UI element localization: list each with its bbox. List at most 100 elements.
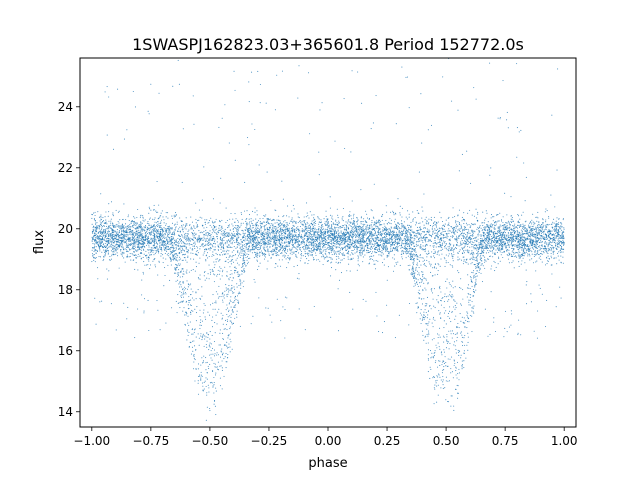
scatter-point [312, 246, 314, 249]
scatter-point [478, 262, 480, 264]
scatter-point [214, 366, 216, 368]
scatter-point [199, 257, 201, 259]
scatter-point [127, 216, 129, 218]
scatter-point [556, 263, 558, 265]
scatter-point [437, 233, 439, 235]
scatter-point [357, 225, 359, 228]
scatter-point [433, 245, 435, 247]
scatter-point [149, 264, 152, 266]
scatter-point [554, 240, 557, 242]
scatter-point [489, 255, 491, 257]
scatter-point [302, 238, 304, 240]
scatter-point [220, 356, 222, 358]
scatter-point [531, 258, 533, 260]
scatter-point [483, 250, 485, 252]
scatter-point [335, 235, 337, 237]
scatter-point [205, 385, 207, 388]
scatter-point [222, 301, 224, 303]
scatter-point [439, 211, 441, 213]
scatter-point [522, 211, 524, 213]
scatter-point [479, 234, 481, 236]
scatter-point [102, 231, 104, 233]
scatter-point [203, 238, 205, 240]
scatter-point [294, 221, 296, 223]
scatter-point [158, 261, 160, 263]
scatter-point [538, 257, 540, 259]
scatter-point [134, 217, 136, 219]
scatter-point [428, 222, 430, 224]
scatter-point [243, 268, 245, 270]
scatter-point [307, 223, 309, 225]
scatter-point [200, 319, 202, 321]
scatter-point [330, 221, 332, 223]
scatter-point [318, 239, 320, 241]
scatter-point [131, 235, 133, 237]
scatter-point [382, 245, 385, 247]
scatter-point [299, 237, 302, 239]
scatter-point [448, 348, 450, 350]
scatter-point [413, 280, 416, 282]
scatter-point [93, 259, 95, 261]
scatter-point [342, 247, 345, 249]
scatter-point [237, 250, 239, 252]
scatter-point [103, 225, 105, 227]
scatter-point [451, 310, 453, 313]
scatter-point [277, 226, 279, 228]
scatter-point [331, 254, 333, 256]
scatter-point [197, 225, 199, 228]
scatter-point [363, 234, 365, 236]
scatter-point [154, 241, 156, 243]
scatter-point [183, 254, 185, 256]
scatter-point [149, 254, 151, 256]
scatter-point [397, 225, 399, 227]
scatter-point [220, 296, 222, 298]
scatter-point [320, 226, 322, 228]
scatter-point [461, 341, 463, 343]
scatter-point [386, 304, 388, 306]
scatter-point [529, 247, 531, 249]
scatter-point [397, 198, 399, 200]
scatter-point [168, 231, 170, 233]
scatter-point [280, 233, 283, 235]
scatter-point [334, 240, 336, 242]
scatter-point [210, 247, 212, 249]
scatter-point [240, 222, 242, 224]
scatter-point [183, 307, 185, 309]
scatter-point [380, 254, 382, 256]
scatter-point [473, 253, 475, 255]
scatter-point [309, 235, 311, 237]
scatter-point [508, 235, 510, 237]
scatter-point [230, 332, 232, 334]
scatter-point [551, 246, 553, 248]
scatter-point [334, 245, 336, 247]
scatter-point [159, 238, 161, 240]
scatter-point [518, 261, 520, 263]
scatter-point [287, 257, 289, 259]
scatter-point [181, 226, 183, 228]
scatter-point [432, 377, 434, 379]
scatter-point [456, 326, 458, 329]
scatter-point [180, 241, 182, 243]
scatter-point [398, 223, 400, 225]
scatter-point [432, 226, 434, 228]
scatter-point [362, 261, 364, 263]
scatter-point [187, 283, 189, 285]
scatter-point [473, 230, 475, 232]
scatter-point [384, 239, 386, 241]
scatter-point [389, 218, 391, 220]
scatter-point [435, 232, 437, 234]
scatter-point [131, 253, 133, 255]
scatter-point [258, 265, 260, 267]
scatter-point [377, 260, 379, 262]
scatter-point [471, 285, 473, 287]
scatter-point [355, 221, 357, 223]
scatter-point [513, 240, 515, 243]
scatter-point [393, 227, 395, 230]
scatter-point [348, 224, 350, 226]
scatter-point [135, 233, 137, 235]
scatter-point [103, 251, 106, 253]
scatter-point [306, 244, 308, 246]
scatter-point [234, 159, 236, 161]
scatter-point [235, 267, 237, 269]
scatter-point [187, 252, 189, 254]
